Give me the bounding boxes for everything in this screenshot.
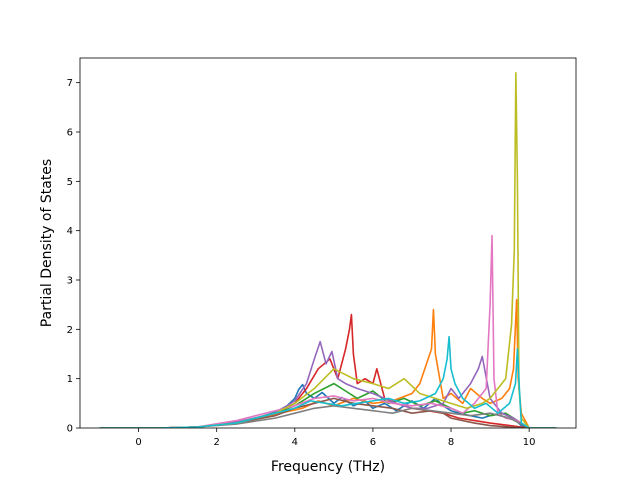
x-tick-label: 10 [523,437,536,448]
y-tick-label: 7 [67,78,73,89]
series-layer [99,72,557,428]
series-line-7 [99,404,557,428]
x-tick-label: 6 [370,437,376,448]
y-tick-label: 1 [67,374,73,385]
y-axis-ticks: 0 1 2 3 4 5 6 7 [67,78,80,435]
y-tick-label: 6 [67,128,73,139]
series-line-9 [99,335,557,428]
y-tick-label: 5 [67,177,73,188]
series-line-8 [99,72,557,428]
y-tick-label: 0 [67,424,73,435]
x-axis-title: Frequency (THz) [271,459,385,475]
y-tick-label: 3 [67,276,73,287]
x-axis-ticks: 0 2 4 6 8 10 [135,428,536,448]
series-line-1 [99,298,557,428]
x-tick-label: 2 [214,437,220,448]
y-axis-title: Partial Density of States [39,159,55,327]
x-tick-label: 8 [448,437,454,448]
y-tick-label: 4 [67,226,73,237]
y-tick-label: 2 [67,325,73,336]
plot-frame [79,57,577,429]
x-tick-label: 4 [292,437,298,448]
series-line-4 [99,340,557,428]
x-tick-label: 0 [135,437,141,448]
